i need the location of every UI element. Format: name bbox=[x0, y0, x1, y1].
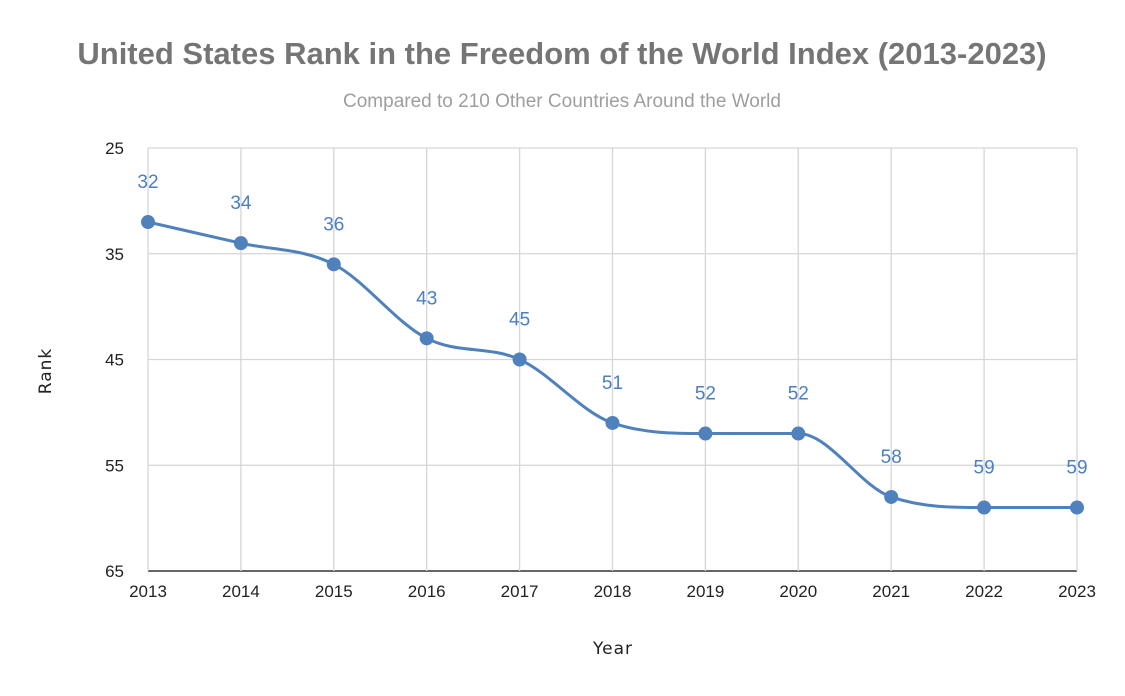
x-tick-label-2013: 2013 bbox=[129, 582, 167, 601]
data-label-2022: 59 bbox=[974, 458, 995, 479]
y-axis-ticks: 25 35 45 55 65 bbox=[105, 139, 124, 581]
x-axis-ticks: 2013 2014 2015 2016 2017 2018 2019 2020 2021 2022… bbox=[129, 582, 1096, 601]
x-tick-label-2023: 2023 bbox=[1058, 582, 1096, 601]
x-tick-label-2014: 2014 bbox=[222, 582, 260, 601]
data-point-2019 bbox=[698, 426, 713, 441]
data-label-2013: 32 bbox=[137, 172, 158, 193]
x-tick-label-2021: 2021 bbox=[872, 582, 910, 601]
data-label-2019: 52 bbox=[695, 384, 716, 405]
y-axis-label: Rank bbox=[36, 348, 56, 394]
chart-subtitle: Compared to 210 Other Countries Around t… bbox=[343, 91, 781, 112]
data-point-2015 bbox=[326, 257, 341, 272]
data-point-2018 bbox=[605, 415, 620, 430]
data-label-2020: 52 bbox=[788, 384, 809, 405]
data-points bbox=[141, 215, 1084, 515]
data-point-2014 bbox=[233, 236, 248, 251]
data-label-2014: 34 bbox=[230, 193, 252, 214]
data-label-2021: 58 bbox=[881, 447, 902, 468]
data-point-2016 bbox=[419, 331, 434, 346]
x-tick-label-2016: 2016 bbox=[408, 582, 446, 601]
chart-title: United States Rank in the Freedom of the… bbox=[77, 36, 1046, 71]
data-label-2023: 59 bbox=[1066, 458, 1087, 479]
data-point-2017 bbox=[512, 352, 527, 367]
x-tick-label-2017: 2017 bbox=[501, 582, 539, 601]
data-label-2018: 51 bbox=[602, 373, 623, 394]
x-tick-label-2020: 2020 bbox=[779, 582, 817, 601]
y-tick-label-45: 45 bbox=[105, 351, 124, 370]
x-tick-label-2019: 2019 bbox=[686, 582, 724, 601]
y-tick-label-55: 55 bbox=[105, 456, 124, 475]
data-point-2021 bbox=[884, 489, 899, 504]
y-tick-label-65: 65 bbox=[105, 562, 124, 581]
data-point-2020 bbox=[791, 426, 806, 441]
data-label-2015: 36 bbox=[323, 214, 344, 235]
y-tick-label-25: 25 bbox=[105, 139, 124, 158]
x-axis-label: Year bbox=[592, 639, 633, 659]
data-point-2022 bbox=[977, 500, 992, 515]
x-tick-label-2022: 2022 bbox=[965, 582, 1003, 601]
data-point-2013 bbox=[141, 215, 155, 230]
data-labels: 32 34 36 43 45 51 52 52 58 59 59 bbox=[137, 172, 1087, 479]
data-point-2023 bbox=[1070, 500, 1084, 515]
x-tick-label-2018: 2018 bbox=[594, 582, 632, 601]
data-label-2017: 45 bbox=[509, 310, 530, 331]
y-tick-label-35: 35 bbox=[105, 245, 124, 264]
x-tick-label-2015: 2015 bbox=[315, 582, 353, 601]
data-label-2016: 43 bbox=[416, 288, 437, 309]
